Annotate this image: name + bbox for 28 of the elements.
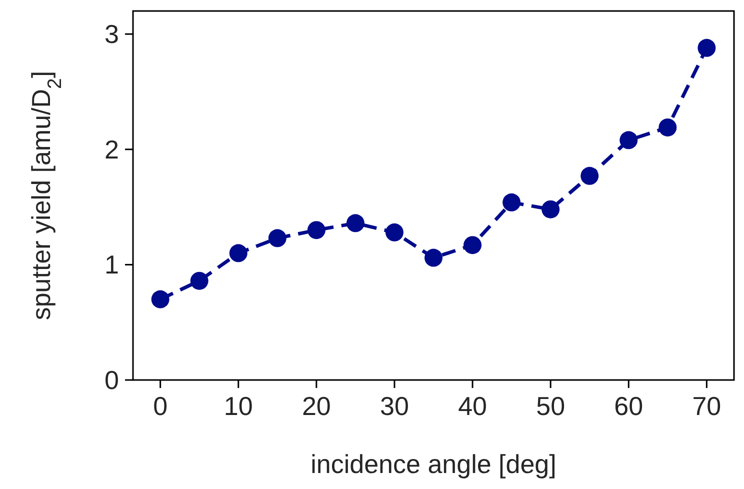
y-tick-label: 3 [104,19,119,50]
point [424,248,442,267]
point [385,223,404,242]
y-tick-label: 1 [104,250,119,280]
x-tick-label: 50 [536,391,566,421]
x-tick-label: 30 [380,391,409,421]
point [307,221,326,240]
x-tick-label: 40 [458,391,487,421]
x-axis-title: incidence angle [deg] [310,449,556,479]
x-tick-label: 60 [614,391,644,421]
point [346,214,364,232]
point [542,200,560,218]
point [502,193,521,212]
point [464,236,482,254]
point [620,131,638,150]
point [268,229,286,248]
x-tick-label: 0 [153,391,168,421]
y-tick-label: 0 [104,365,119,395]
point [580,166,599,185]
point [151,290,170,308]
x-tick-label: 70 [692,391,722,421]
x-tick-label: 20 [302,391,331,421]
point [229,244,248,262]
point [190,272,208,290]
point [658,118,677,136]
point [698,38,716,57]
y-tick-label: 2 [104,134,119,164]
x-tick-label: 10 [224,391,253,421]
